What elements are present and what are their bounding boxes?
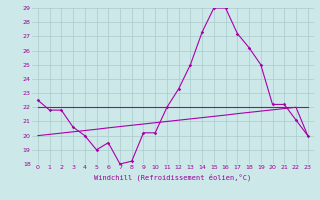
X-axis label: Windchill (Refroidissement éolien,°C): Windchill (Refroidissement éolien,°C): [94, 173, 252, 181]
